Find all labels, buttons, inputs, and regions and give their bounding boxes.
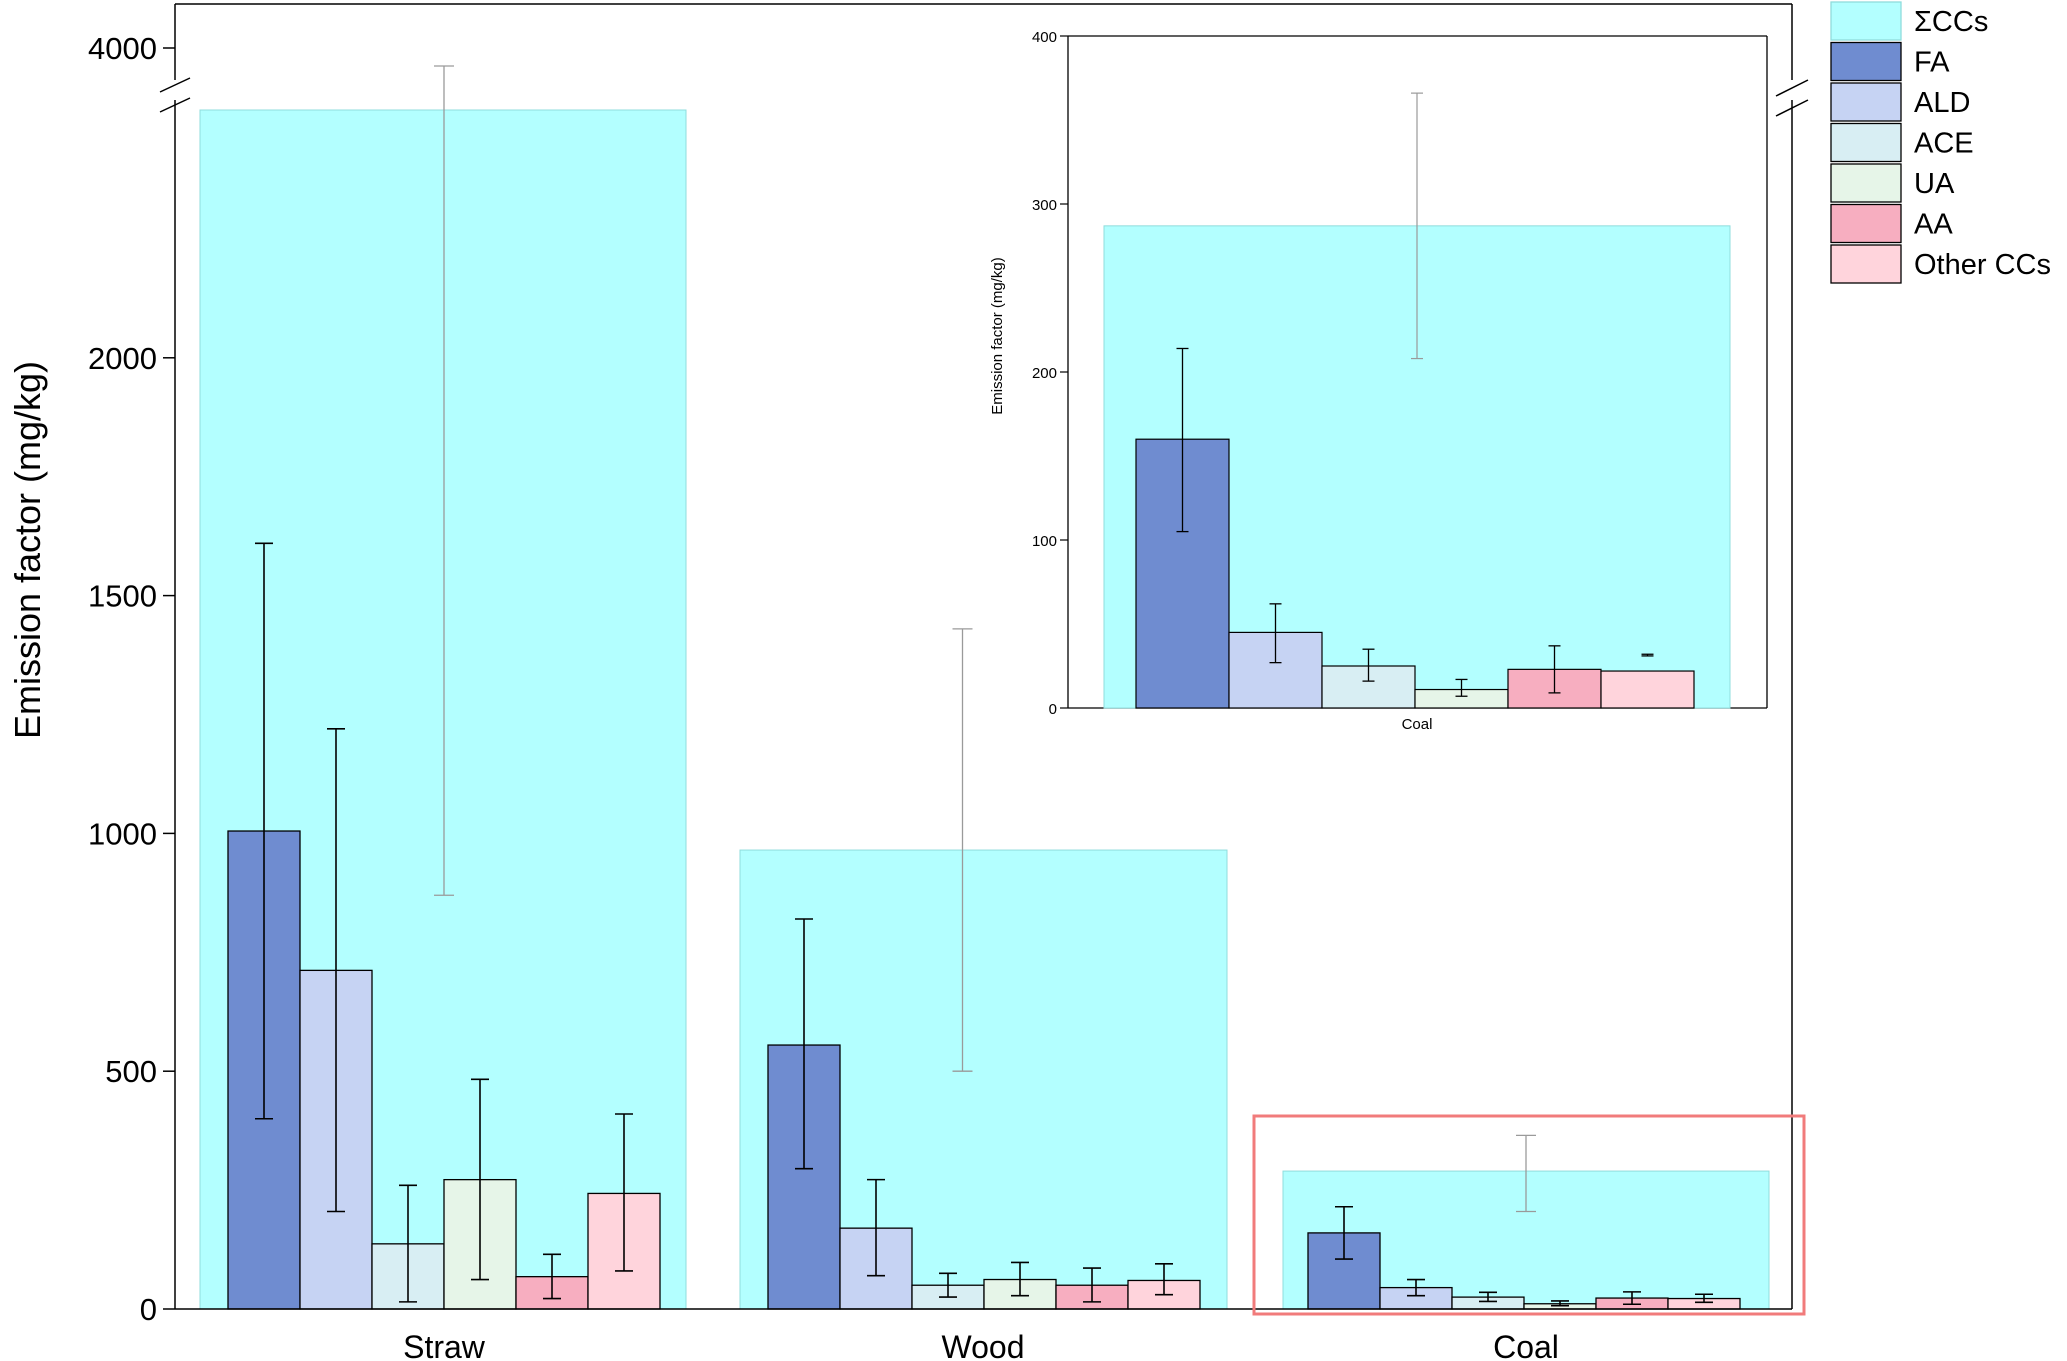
inset-error-fa xyxy=(1176,347,1189,533)
error-coal-ald xyxy=(1407,1278,1425,1297)
x-tick-label: Wood xyxy=(941,1329,1024,1361)
inset-y-tick-label: 100 xyxy=(1032,533,1057,550)
error-wood-aa xyxy=(1083,1267,1101,1303)
y-axis-label: Emission factor (mg/kg) xyxy=(7,361,48,739)
error-wood-ace xyxy=(939,1272,957,1298)
error-straw-ald xyxy=(327,727,345,1213)
inset-y-tick-label: 0 xyxy=(1049,701,1057,718)
legend-label: ACE xyxy=(1914,128,1974,160)
legend-label: FA xyxy=(1914,47,1950,79)
legend-label: Other CCs xyxy=(1914,249,2051,281)
error-straw-ace xyxy=(399,1184,417,1303)
inset-error-ace xyxy=(1362,648,1375,682)
inset-error-ua xyxy=(1455,678,1468,697)
inset-error-other-ccs xyxy=(1641,653,1654,657)
error-coal-ace xyxy=(1479,1291,1497,1303)
inset-y-axis-label: Emission factor (mg/kg) xyxy=(989,257,1006,415)
legend-swatch-2 xyxy=(1830,82,1902,122)
inset-error-aa xyxy=(1548,645,1561,694)
y-tick-label: 500 xyxy=(105,1054,157,1089)
legend-label: UA xyxy=(1914,168,1955,200)
axis-break-right-1 xyxy=(1775,79,1809,97)
error-straw-other-ccs xyxy=(615,1113,633,1272)
y-tick-label: 1000 xyxy=(88,816,157,851)
error-coal-other-ccs xyxy=(1695,1293,1713,1304)
axis-break-right-2 xyxy=(1775,99,1809,117)
error-wood-fa xyxy=(795,918,813,1170)
legend-swatch-5 xyxy=(1830,203,1902,244)
y-tick-label: 4000 xyxy=(88,31,157,66)
error-straw-ua xyxy=(471,1078,489,1281)
legend-swatch-0 xyxy=(1830,1,1902,41)
error-wood-ua xyxy=(1011,1261,1029,1297)
error-straw-aa xyxy=(543,1253,561,1300)
legend-label: AA xyxy=(1914,209,1953,241)
inset-y-tick-label: 200 xyxy=(1032,365,1057,382)
total-error-straw xyxy=(434,65,454,896)
legend-label: ΣCCs xyxy=(1914,6,1988,38)
y-tick-label: 1500 xyxy=(88,579,157,614)
inset-error-ald xyxy=(1269,603,1282,664)
error-straw-fa xyxy=(255,542,273,1120)
error-coal-fa xyxy=(1335,1205,1353,1260)
total-error-wood xyxy=(952,628,973,1072)
legend-swatch-1 xyxy=(1830,41,1902,82)
y-tick-label: 0 xyxy=(140,1292,157,1327)
axis-break-left-2 xyxy=(159,97,191,113)
y-tick-label: 2000 xyxy=(88,341,157,376)
legend-swatch-6 xyxy=(1830,244,1902,284)
legend-label: ALD xyxy=(1914,87,1970,119)
legend-swatch-4 xyxy=(1830,163,1902,203)
inset-y-tick-label: 300 xyxy=(1032,197,1057,214)
x-tick-label: Straw xyxy=(403,1329,486,1361)
error-coal-ua xyxy=(1551,1300,1569,1307)
axis-break-left-1 xyxy=(159,77,191,93)
inset-y-tick-label: 400 xyxy=(1032,29,1057,46)
inset-bar-other-ccs xyxy=(1600,670,1695,709)
error-coal-aa xyxy=(1623,1291,1641,1306)
x-tick-label: Coal xyxy=(1493,1329,1559,1361)
total-error-coal xyxy=(1516,1134,1536,1213)
highlight-box-coal xyxy=(1252,1114,1806,1316)
error-wood-other-ccs xyxy=(1155,1263,1173,1296)
inset-total-error xyxy=(1411,92,1423,360)
inset-x-tick-label: Coal xyxy=(1402,716,1433,733)
error-wood-ald xyxy=(867,1178,885,1277)
legend-swatch-3 xyxy=(1830,122,1902,163)
